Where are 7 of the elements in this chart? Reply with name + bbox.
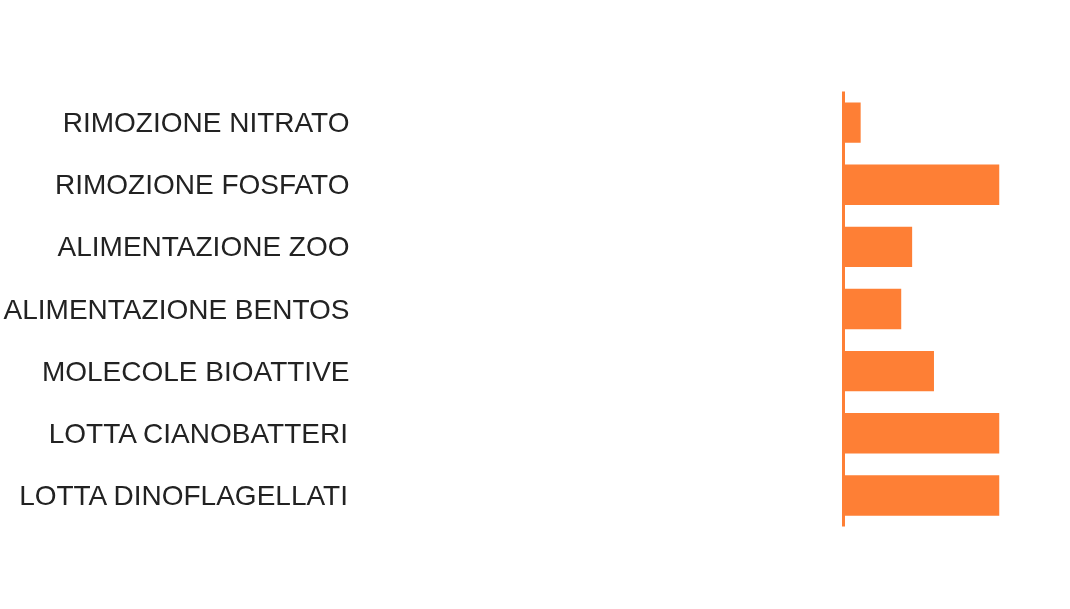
y-tick-label: RIMOZIONE NITRATO	[62, 107, 350, 139]
y-tick-label: MOLECOLE BIOATTIVE	[41, 355, 350, 387]
y-tick-label: ALIMENTAZIONE ZOO	[57, 231, 350, 263]
y-tick-label: LOTTA CIANOBATTERI	[48, 417, 348, 449]
y-tick-label: RIMOZIONE FOSFATO	[54, 169, 350, 201]
y-tick-label: ALIMENTAZIONE BENTOS	[3, 293, 350, 325]
y-tick-label: LOTTA DINOFLAGELLATI	[19, 479, 348, 511]
